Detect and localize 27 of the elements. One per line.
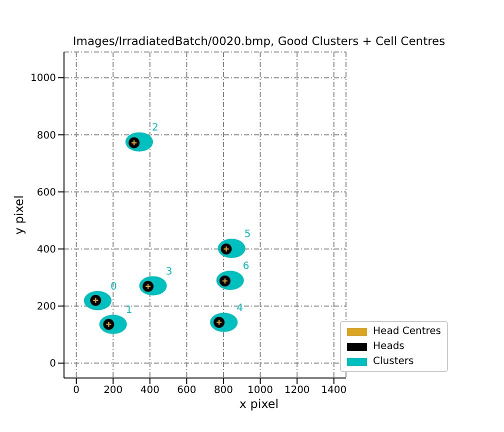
- x-tick-label: 400: [140, 385, 160, 396]
- y-tick-label: 600: [36, 187, 56, 198]
- x-tick-label: 800: [214, 385, 234, 396]
- annotation: 1: [126, 305, 132, 316]
- y-tick-label: 200: [36, 302, 56, 313]
- y-tick-label: 1000: [30, 73, 56, 84]
- y-tick-label: 400: [36, 244, 56, 256]
- x-tick-label: 1400: [321, 385, 347, 396]
- x-tick-label: 0: [73, 385, 80, 396]
- x-tick-label: 1000: [248, 385, 274, 396]
- annotation: 4: [236, 303, 244, 314]
- x-tick-label: 200: [104, 385, 123, 396]
- legend-label: Heads: [373, 340, 404, 354]
- legend-label: Clusters: [373, 355, 414, 369]
- y-tick-label: 0: [50, 358, 56, 370]
- x-tick-label: 1200: [284, 385, 310, 396]
- legend-label: Head Centres: [373, 325, 441, 339]
- x-tick-label: 600: [177, 385, 196, 396]
- annotation: 6: [242, 261, 250, 272]
- annotation: 5: [244, 229, 251, 240]
- y-tick-label: 800: [36, 130, 56, 142]
- annotation: 2: [152, 122, 158, 134]
- annotation: 0: [110, 281, 117, 292]
- annotation: 3: [166, 266, 172, 278]
- x-axis-title: x pixel: [238, 397, 280, 411]
- chart-title: Images/IrradiatedBatch/0020.bmp, Good Clusters + Cell Centres: [72, 34, 446, 48]
- y-axis-title: y pixel: [12, 195, 26, 235]
